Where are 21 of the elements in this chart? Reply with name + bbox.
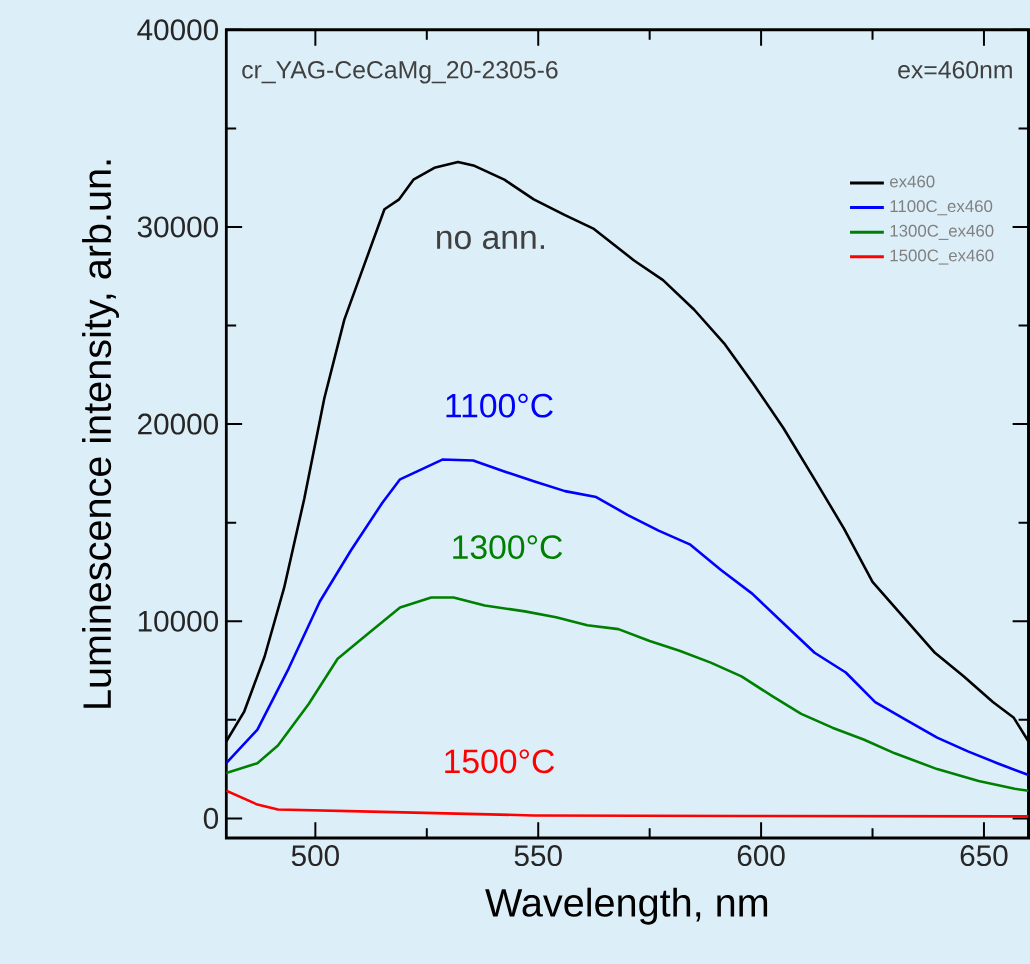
legend-label: 1500C_ex460: [890, 249, 994, 265]
legend-label: 1100C_ex460: [890, 200, 993, 216]
legend-label: 1300C_ex460: [890, 224, 994, 240]
annotation: 1300°C: [453, 535, 563, 559]
annotation: 1500°C: [445, 749, 555, 774]
y-tick-label: 40000: [137, 19, 219, 41]
y-tick-label: 20000: [138, 413, 219, 435]
x-tick-label: 500: [291, 844, 339, 866]
y-tick-label: 0: [203, 807, 219, 829]
x-tick-label: 650: [960, 844, 1008, 866]
annotation: 1100°C: [446, 393, 553, 418]
x-axis-title: Wavelength, nm: [485, 887, 768, 925]
y-tick-label: 10000: [138, 610, 219, 632]
legend-label: ex460: [890, 175, 935, 188]
x-tick-label: 600: [737, 844, 785, 866]
annotation: ex=460nm: [898, 60, 1012, 79]
annotation: cr_YAG-CeCaMg_20-2305-6: [242, 60, 558, 84]
y-tick-label: 30000: [137, 216, 219, 238]
x-tick-label: 550: [514, 844, 562, 866]
y-axis-title: Luminescence intensity, arb.un.: [82, 160, 120, 708]
annotation: no ann.: [437, 230, 545, 250]
